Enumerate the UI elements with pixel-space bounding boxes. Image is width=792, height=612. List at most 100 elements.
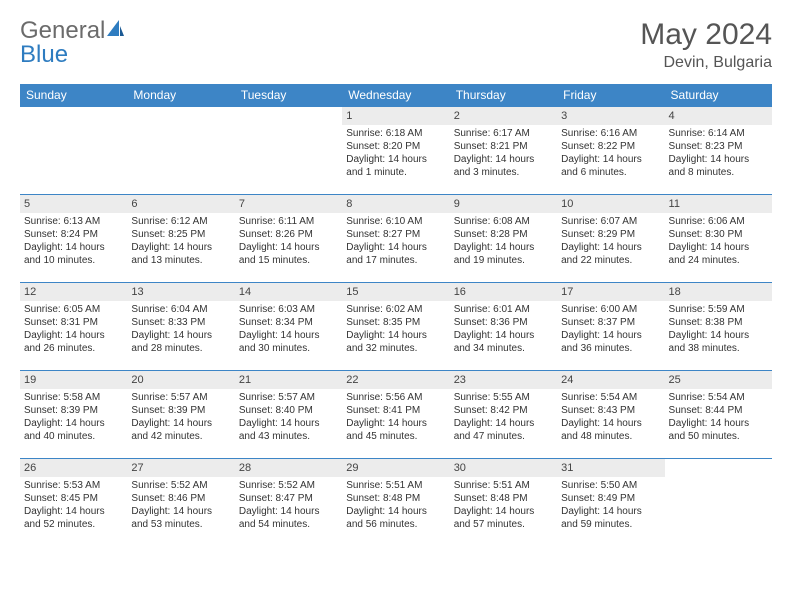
logo-text-general: General [20,17,105,44]
day-number: 24 [557,371,664,389]
calendar-cell: 10 Sunrise: 6:07 AMSunset: 8:29 PMDayligh… [557,195,664,283]
calendar-cell: 5 Sunrise: 6:13 AMSunset: 8:24 PMDaylight… [20,195,127,283]
day-details: Sunrise: 5:58 AMSunset: 8:39 PMDaylight:… [20,391,127,445]
day-number: 14 [235,283,342,301]
empty-day [20,107,127,125]
weekday-row: SundayMondayTuesdayWednesdayThursdayFrid… [20,84,772,107]
calendar-cell: 19Sunrise: 5:58 AMSunset: 8:39 PMDayligh… [20,371,127,459]
calendar-cell: 11Sunrise: 6:06 AMSunset: 8:30 PMDayligh… [665,195,772,283]
calendar-cell: 29 Sunrise: 5:51 AMSunset: 8:48 PMDayligh… [342,459,449,547]
day-details: Sunrise: 6:05 AMSunset: 8:31 PMDaylight:… [20,303,127,357]
empty-day [665,459,772,477]
weekday-header: Monday [127,84,234,107]
day-number: 31 [557,459,664,477]
day-details: Sunrise: 6:08 AMSunset: 8:28 PMDaylight:… [450,215,557,269]
weekday-header: Sunday [20,84,127,107]
day-details: Sunrise: 6:18 AMSunset: 8:20 PMDaylight:… [342,127,449,181]
weekday-header: Thursday [450,84,557,107]
header: General Blue May 2024 Devin, Bulgaria [20,18,772,72]
title-block: May 2024 Devin, Bulgaria [640,18,772,72]
day-number: 3 [557,107,664,125]
day-details: Sunrise: 6:10 AMSunset: 8:27 PMDaylight:… [342,215,449,269]
calendar-cell: 2Sunrise: 6:17 AMSunset: 8:21 PMDaylight… [450,107,557,195]
day-details: Sunrise: 6:07 AMSunset: 8:29 PMDaylight:… [557,215,664,269]
weekday-header: Saturday [665,84,772,107]
day-number: 26 [20,459,127,477]
calendar-week: 1Sunrise: 6:18 AMSunset: 8:20 PMDaylight… [20,107,772,195]
day-number: 25 [665,371,772,389]
calendar-cell: 4 Sunrise: 6:14 AMSunset: 8:23 PMDaylight… [665,107,772,195]
calendar-cell: 17 Sunrise: 6:00 AMSunset: 8:37 PMDayligh… [557,283,664,371]
weekday-header: Wednesday [342,84,449,107]
day-number: 5 [20,195,127,213]
day-number: 8 [342,195,449,213]
day-number: 13 [127,283,234,301]
calendar-cell: 31Sunrise: 5:50 AMSunset: 8:49 PMDayligh… [557,459,664,547]
calendar-cell: 26 Sunrise: 5:53 AMSunset: 8:45 PMDayligh… [20,459,127,547]
day-number: 29 [342,459,449,477]
calendar-cell: 27 Sunrise: 5:52 AMSunset: 8:46 PMDayligh… [127,459,234,547]
calendar-cell: 14 Sunrise: 6:03 AMSunset: 8:34 PMDayligh… [235,283,342,371]
calendar-cell: 20 Sunrise: 5:57 AMSunset: 8:39 PMDayligh… [127,371,234,459]
day-details: Sunrise: 6:14 AMSunset: 8:23 PMDaylight:… [665,127,772,181]
day-number: 17 [557,283,664,301]
calendar-cell [235,107,342,195]
calendar-cell: 9 Sunrise: 6:08 AMSunset: 8:28 PMDaylight… [450,195,557,283]
day-details: Sunrise: 6:01 AMSunset: 8:36 PMDaylight:… [450,303,557,357]
day-details: Sunrise: 6:02 AMSunset: 8:35 PMDaylight:… [342,303,449,357]
empty-day [127,107,234,125]
day-details: Sunrise: 5:53 AMSunset: 8:45 PMDaylight:… [20,479,127,533]
calendar-body: 1Sunrise: 6:18 AMSunset: 8:20 PMDaylight… [20,107,772,547]
day-details: Sunrise: 5:51 AMSunset: 8:48 PMDaylight:… [450,479,557,533]
calendar-table: SundayMondayTuesdayWednesdayThursdayFrid… [20,84,772,547]
day-number: 15 [342,283,449,301]
day-details: Sunrise: 5:54 AMSunset: 8:43 PMDaylight:… [557,391,664,445]
calendar-cell: 25 Sunrise: 5:54 AMSunset: 8:44 PMDayligh… [665,371,772,459]
calendar-cell: 22 Sunrise: 5:56 AMSunset: 8:41 PMDayligh… [342,371,449,459]
day-details: Sunrise: 6:13 AMSunset: 8:24 PMDaylight:… [20,215,127,269]
day-details: Sunrise: 6:16 AMSunset: 8:22 PMDaylight:… [557,127,664,181]
day-details: Sunrise: 6:00 AMSunset: 8:37 PMDaylight:… [557,303,664,357]
day-details: Sunrise: 6:04 AMSunset: 8:33 PMDaylight:… [127,303,234,357]
weekday-header: Tuesday [235,84,342,107]
calendar-week: 12 Sunrise: 6:05 AMSunset: 8:31 PMDayligh… [20,283,772,371]
calendar-cell: 3 Sunrise: 6:16 AMSunset: 8:22 PMDaylight… [557,107,664,195]
day-number: 22 [342,371,449,389]
calendar-cell: 1Sunrise: 6:18 AMSunset: 8:20 PMDaylight… [342,107,449,195]
day-number: 4 [665,107,772,125]
day-details: Sunrise: 5:56 AMSunset: 8:41 PMDaylight:… [342,391,449,445]
calendar-cell: 28Sunrise: 5:52 AMSunset: 8:47 PMDayligh… [235,459,342,547]
calendar-cell: 6Sunrise: 6:12 AMSunset: 8:25 PMDaylight… [127,195,234,283]
location: Devin, Bulgaria [640,54,772,72]
day-details: Sunrise: 5:59 AMSunset: 8:38 PMDaylight:… [665,303,772,357]
calendar-cell: 18 Sunrise: 5:59 AMSunset: 8:38 PMDayligh… [665,283,772,371]
calendar-week: 26 Sunrise: 5:53 AMSunset: 8:45 PMDayligh… [20,459,772,547]
calendar-cell: 30Sunrise: 5:51 AMSunset: 8:48 PMDayligh… [450,459,557,547]
calendar-cell: 8 Sunrise: 6:10 AMSunset: 8:27 PMDaylight… [342,195,449,283]
day-details: Sunrise: 6:17 AMSunset: 8:21 PMDaylight:… [450,127,557,181]
calendar-cell: 13 Sunrise: 6:04 AMSunset: 8:33 PMDayligh… [127,283,234,371]
day-details: Sunrise: 5:51 AMSunset: 8:48 PMDaylight:… [342,479,449,533]
day-details: Sunrise: 5:52 AMSunset: 8:46 PMDaylight:… [127,479,234,533]
day-number: 12 [20,283,127,301]
calendar-cell: 21Sunrise: 5:57 AMSunset: 8:40 PMDayligh… [235,371,342,459]
logo: General Blue [20,18,125,67]
day-number: 23 [450,371,557,389]
logo-sail-icon [105,18,125,38]
day-details: Sunrise: 6:11 AMSunset: 8:26 PMDaylight:… [235,215,342,269]
day-number: 9 [450,195,557,213]
day-details: Sunrise: 5:55 AMSunset: 8:42 PMDaylight:… [450,391,557,445]
day-number: 18 [665,283,772,301]
calendar-cell: 7Sunrise: 6:11 AMSunset: 8:26 PMDaylight… [235,195,342,283]
calendar-week: 5 Sunrise: 6:13 AMSunset: 8:24 PMDaylight… [20,195,772,283]
day-details: Sunrise: 5:57 AMSunset: 8:39 PMDaylight:… [127,391,234,445]
day-details: Sunrise: 6:03 AMSunset: 8:34 PMDaylight:… [235,303,342,357]
day-details: Sunrise: 5:54 AMSunset: 8:44 PMDaylight:… [665,391,772,445]
calendar-head: SundayMondayTuesdayWednesdayThursdayFrid… [20,84,772,107]
empty-day [235,107,342,125]
day-number: 27 [127,459,234,477]
day-number: 10 [557,195,664,213]
day-details: Sunrise: 6:06 AMSunset: 8:30 PMDaylight:… [665,215,772,269]
calendar-cell: 16Sunrise: 6:01 AMSunset: 8:36 PMDayligh… [450,283,557,371]
day-number: 20 [127,371,234,389]
